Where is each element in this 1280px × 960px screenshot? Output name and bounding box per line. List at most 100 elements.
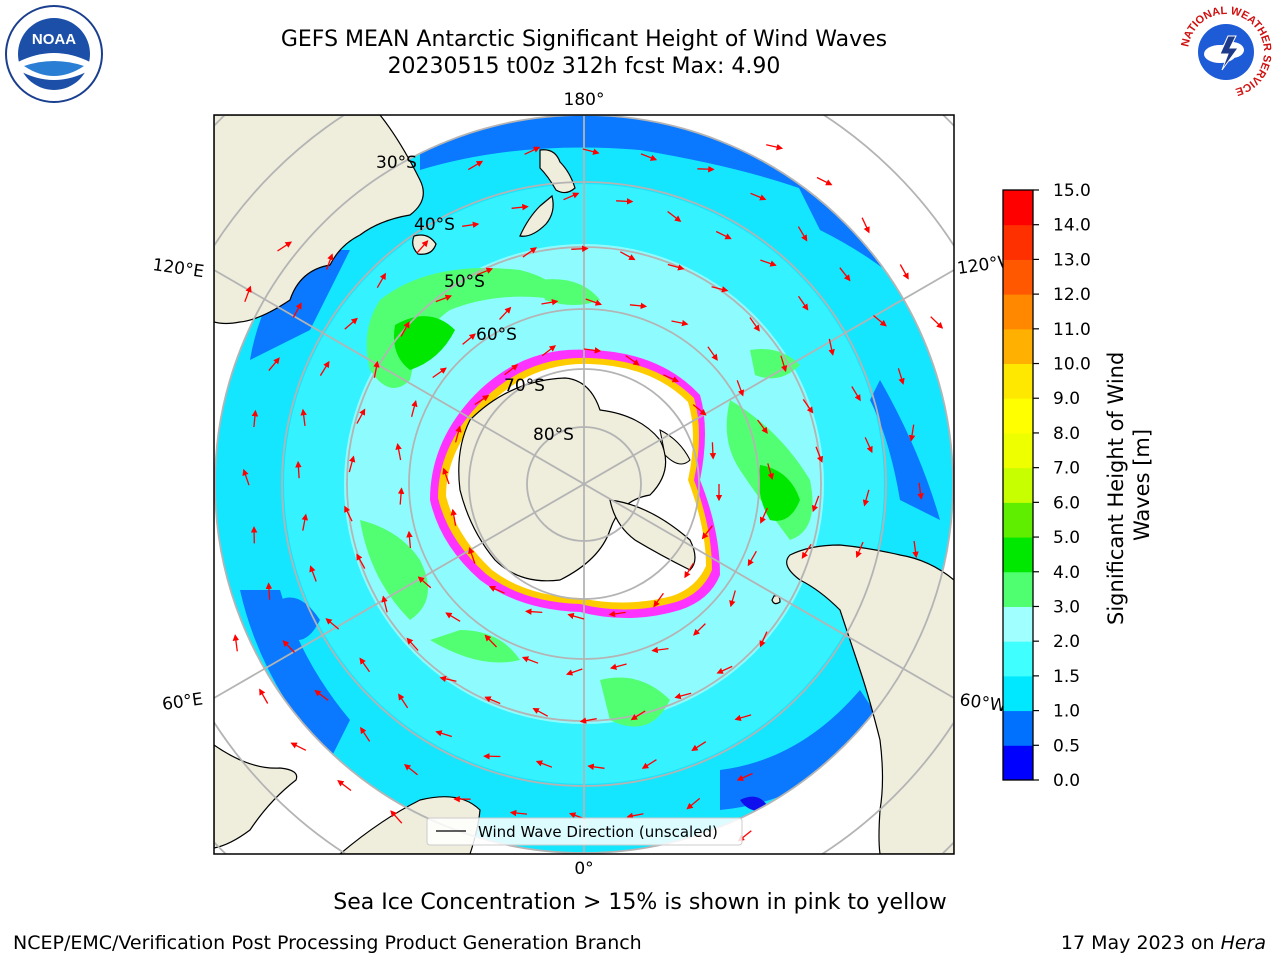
wave-direction-arrow (398, 693, 409, 709)
wave-direction-arrow (325, 618, 340, 630)
wave-direction-arrow (691, 741, 707, 751)
wave-direction-arrow (395, 443, 402, 461)
colorbar-tick-label: 0.5 (1053, 736, 1080, 756)
wave-direction-arrow (563, 192, 580, 201)
wave-direction-arrow (653, 592, 664, 608)
wave-direction-arrow (585, 298, 603, 306)
map-frame (213, 114, 955, 855)
colorbar (1003, 190, 1033, 781)
colorbar-label-line1: Significant Height of Wind (1104, 352, 1128, 625)
wave-direction-arrow (565, 668, 583, 676)
wave-direction-arrow (736, 772, 753, 781)
wave-direction-arrow (583, 347, 602, 354)
wave-direction-arrow (640, 153, 658, 161)
lat-label-50s: 50°S (444, 272, 485, 292)
wave-direction-arrow (667, 210, 682, 222)
wave-direction-arrow (692, 404, 707, 416)
wave-direction-arrow (488, 585, 505, 594)
lon-label-180: 180° (564, 90, 605, 110)
wave-direction-arrow (686, 797, 701, 810)
wave-direction-arrow (244, 285, 252, 303)
wave-direction-arrow (873, 314, 887, 327)
colorbar-segment (1003, 398, 1033, 434)
wave-direction-arrow (864, 437, 873, 454)
colorbar-tick-label: 2.0 (1053, 632, 1080, 652)
wave-direction-arrow (504, 364, 519, 376)
wave-direction-arrow (619, 251, 636, 261)
wave-direction-arrow (521, 656, 539, 664)
wave-direction-arrow (801, 544, 812, 559)
lon-label-60w: 60°W (958, 690, 1007, 716)
noaa-logo: NOAA (5, 5, 103, 103)
wave-direction-arrow (450, 508, 457, 526)
wave-direction-arrow (629, 302, 648, 310)
lat-label-70s: 70°S (504, 376, 545, 396)
wave-direction-arrow (711, 286, 729, 293)
wave-direction-arrow (344, 317, 358, 330)
wave-direction-arrow (759, 507, 768, 524)
colorbar-segment (1003, 190, 1033, 226)
footer-right: 17 May 2023 on Hera (1061, 932, 1266, 954)
wave-direction-arrow (406, 530, 413, 549)
colorbar-tick-label: 12.0 (1053, 285, 1091, 305)
wave-direction-arrow (626, 812, 644, 820)
wave-direction-arrow (376, 272, 386, 289)
wave-direction-arrow (630, 710, 646, 721)
nws-logo: NATIONAL WEATHER SERVICE (1178, 4, 1274, 100)
wave-direction-arrow (747, 550, 757, 567)
wave-direction-arrow (511, 203, 529, 211)
wave-direction-arrow (828, 338, 835, 356)
wave-direction-arrow (432, 367, 447, 379)
colorbar-segment (1003, 710, 1033, 746)
wave-direction-arrow (908, 424, 916, 442)
wave-direction-arrow (641, 759, 657, 769)
wave-direction-arrow (454, 425, 462, 443)
wave-direction-arrow (406, 637, 419, 651)
colorbar-tick-label: 10.0 (1053, 355, 1091, 375)
wave-direction-arrow (608, 610, 626, 618)
wave-direction-arrow (400, 321, 410, 337)
wave-direction-arrow (930, 316, 944, 329)
wave-direction-arrow (736, 380, 745, 397)
colorbar-segment (1003, 294, 1033, 330)
lon-label-0: 0° (574, 859, 593, 879)
wave-direction-arrow (855, 541, 864, 558)
wave-direction-arrow (292, 302, 302, 318)
lat-label-40s: 40°S (414, 215, 455, 235)
colorbar-segment (1003, 432, 1033, 469)
wave-direction-arrow (410, 400, 418, 417)
wave-direction-arrow (439, 675, 457, 683)
wave-direction-arrow (484, 696, 501, 705)
footer-left: NCEP/EMC/Verification Post Processing Pr… (13, 932, 642, 954)
wave-direction-arrow (445, 612, 461, 622)
map-legend: Wind Wave Direction (unscaled) (426, 817, 743, 846)
wave-direction-arrow (797, 226, 808, 242)
colorbar-label-line2: Waves [m] (1130, 429, 1154, 541)
wave-direction-arrow (651, 646, 669, 654)
colorbar-tick-label: 13.0 (1053, 250, 1091, 270)
wave-direction-arrow (701, 525, 713, 540)
wave-direction-arrow (671, 319, 689, 327)
wave-direction-arrow (360, 726, 371, 742)
graticule (214, 115, 954, 854)
colorbar-segment (1003, 467, 1033, 503)
wave-direction-arrow (265, 582, 273, 600)
noaa-logo-text: NOAA (32, 31, 76, 48)
wave-direction-arrow (359, 657, 371, 673)
wave-direction-arrow (356, 553, 366, 569)
wave-direction-arrow (462, 221, 480, 228)
colorbar-tick-label: 4.0 (1053, 563, 1080, 583)
lon-label-60e: 60°E (161, 689, 204, 714)
wave-direction-arrow (684, 563, 694, 579)
colorbar-tick-label: 5.0 (1053, 528, 1080, 548)
wave-direction-arrow (348, 455, 356, 473)
legend-label: Wind Wave Direction (unscaled) (478, 823, 718, 841)
wave-direction-arrow (582, 148, 600, 155)
wave-direction-arrow (251, 409, 259, 428)
wave-direction-arrow (729, 590, 736, 608)
wave-direction-arrow (697, 165, 715, 173)
wave-direction-arrow (290, 742, 307, 751)
colorbar-tick-label: 1.0 (1053, 702, 1080, 722)
wave-direction-arrow (509, 809, 528, 817)
